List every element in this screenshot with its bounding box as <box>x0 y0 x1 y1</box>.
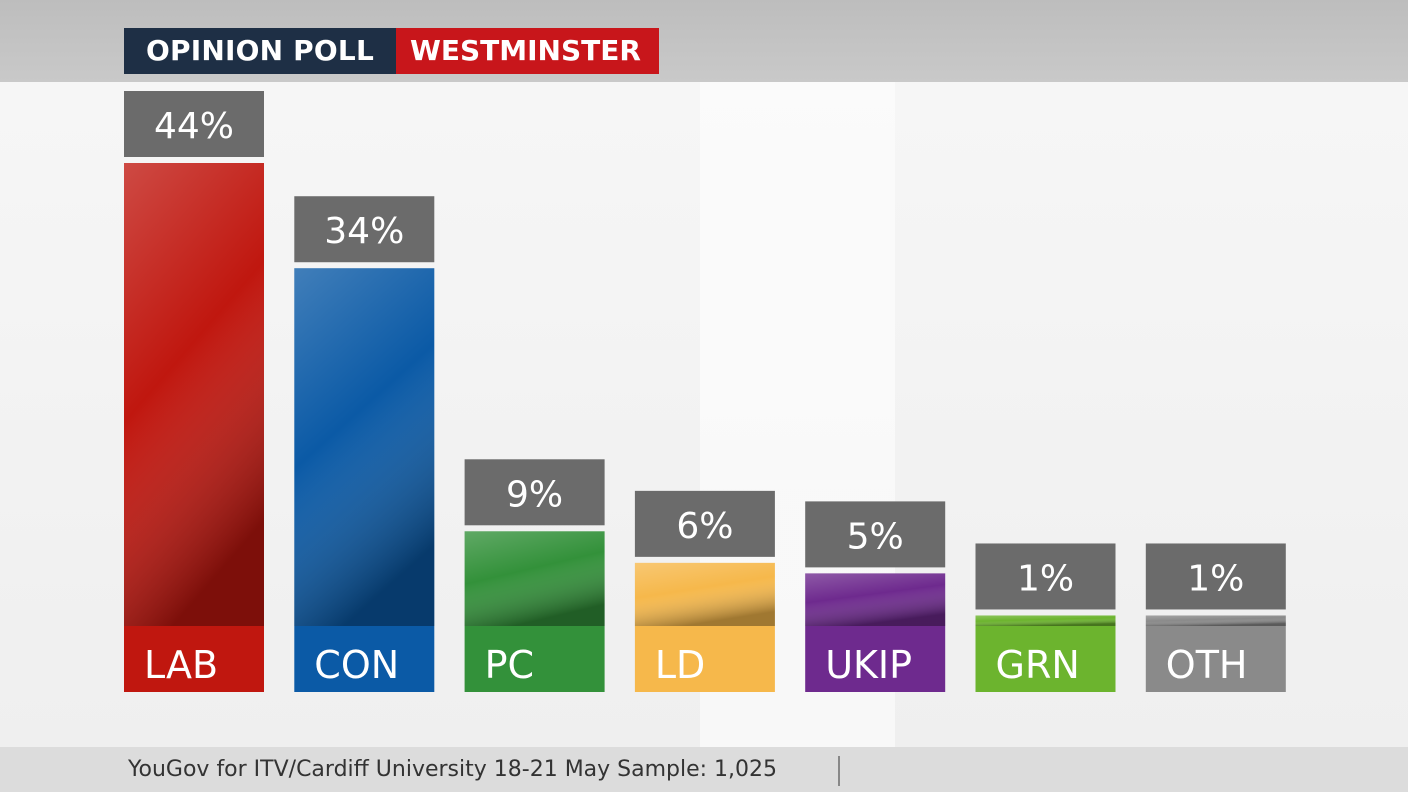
bar-shading <box>294 268 435 626</box>
title-badge: OPINION POLL WESTMINSTER <box>124 28 659 74</box>
footer-band <box>0 747 1408 792</box>
category-label: OTH <box>1166 643 1248 687</box>
category-label: LD <box>655 643 705 687</box>
category-label: UKIP <box>825 643 912 687</box>
category-block <box>464 626 605 692</box>
value-box <box>975 543 1116 610</box>
value-label: 1% <box>1017 558 1074 599</box>
bar-shading <box>634 562 775 626</box>
category-block <box>1145 626 1286 692</box>
value-label: 6% <box>676 506 733 547</box>
value-box <box>124 91 264 157</box>
category-block <box>124 626 264 692</box>
region-label: WESTMINSTER <box>396 28 659 74</box>
bar-shading <box>124 163 264 626</box>
value-box <box>464 459 605 526</box>
bar-shading <box>1145 615 1286 626</box>
category-block <box>805 626 946 692</box>
value-box <box>634 490 775 557</box>
category-label: GRN <box>996 643 1080 687</box>
footer-divider <box>838 756 840 786</box>
category-label: CON <box>314 643 399 687</box>
category-label: LAB <box>144 643 218 687</box>
value-label: 5% <box>847 516 904 557</box>
category-block <box>294 626 435 692</box>
value-box <box>294 196 435 263</box>
value-label: 34% <box>324 211 404 252</box>
category-label: PC <box>485 643 534 687</box>
bar-shading <box>464 531 605 626</box>
bar-shading <box>805 573 946 626</box>
poll-source: YouGov for ITV/Cardiff University 18-21 … <box>128 757 778 782</box>
category-block <box>975 626 1116 692</box>
value-label: 9% <box>506 474 563 515</box>
category-block <box>634 626 775 692</box>
bar-shading <box>975 615 1116 626</box>
value-label: 1% <box>1187 558 1244 599</box>
value-label: 44% <box>154 106 234 147</box>
value-box <box>1145 543 1286 610</box>
value-box <box>805 501 946 568</box>
poll-label: OPINION POLL <box>124 28 396 74</box>
